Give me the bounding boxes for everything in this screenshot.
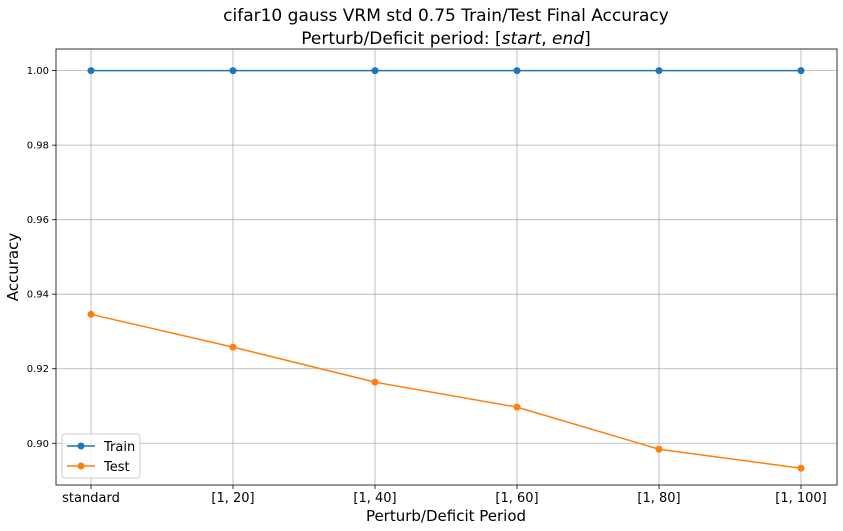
chart-title-line2: Perturb/Deficit period: [start, end] (301, 29, 590, 49)
data-point-train (655, 67, 663, 75)
legend-label-test: Test (103, 460, 130, 475)
series-lines (87, 67, 805, 472)
x-tick-label: [1, 80] (637, 491, 680, 506)
y-tick-label: 0.90 (27, 439, 49, 450)
x-tick-label: [1, 60] (495, 491, 538, 506)
series-line-test (90, 313, 802, 469)
x-tick-label: [1, 40] (353, 491, 396, 506)
y-axis-label: Accuracy (4, 233, 22, 302)
grid-lines (56, 49, 837, 485)
legend-marker-train (77, 442, 85, 450)
data-point-train (371, 67, 379, 75)
data-point-test (797, 464, 805, 472)
y-tick-label: 0.94 (27, 290, 49, 301)
data-point-test (87, 310, 95, 318)
data-point-test (655, 445, 663, 453)
legend-marker-test (77, 462, 85, 470)
x-tick-label: [1, 20] (211, 491, 254, 506)
x-tick-label: [1, 100] (775, 491, 827, 506)
chart-title-line1: cifar10 gauss VRM std 0.75 Train/Test Fi… (223, 6, 669, 26)
y-tick-label: 0.92 (27, 364, 49, 375)
axis-ticks: standard [1, 20] [1, 40] [1, 60] [1, 80] [1, … (27, 66, 827, 506)
plot-area-frame (55, 48, 838, 486)
y-tick-label: 1.00 (27, 66, 49, 77)
legend-label-train: Train (103, 440, 135, 455)
x-axis-label: Perturb/Deficit Period (366, 507, 526, 525)
data-point-test (513, 403, 521, 411)
x-tick-label: standard (62, 491, 120, 506)
data-point-train (229, 67, 237, 75)
data-point-test (371, 378, 379, 386)
legend: Train Test (61, 433, 141, 479)
y-tick-label: 0.96 (27, 215, 49, 226)
data-point-train (797, 67, 805, 75)
data-point-train (87, 67, 95, 75)
data-point-test (229, 343, 237, 351)
data-point-train (513, 67, 521, 75)
y-tick-label: 0.98 (27, 141, 49, 152)
